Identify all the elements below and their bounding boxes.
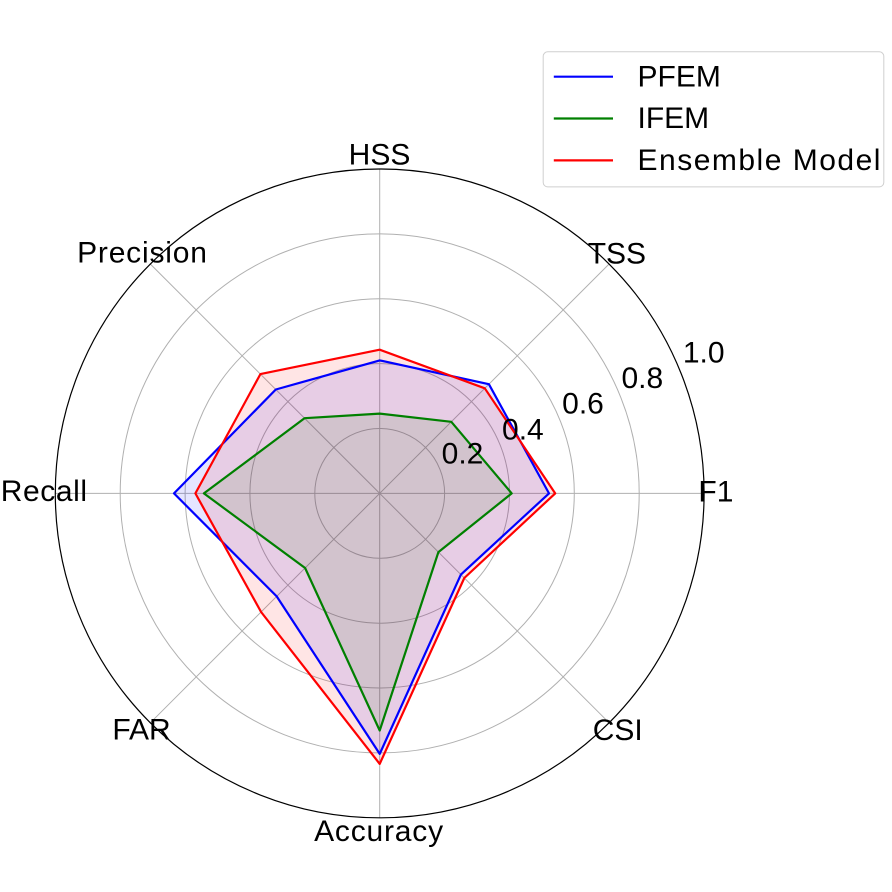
svg-text:0.6: 0.6 xyxy=(562,387,604,420)
svg-text:Recall: Recall xyxy=(1,475,88,508)
svg-text:0.2: 0.2 xyxy=(442,437,484,470)
svg-text:Accuracy: Accuracy xyxy=(314,815,444,848)
svg-text:F1: F1 xyxy=(698,475,733,508)
svg-text:CSI: CSI xyxy=(593,714,643,747)
svg-text:1.0: 1.0 xyxy=(683,337,725,370)
svg-text:Ensemble Model: Ensemble Model xyxy=(638,144,882,177)
svg-text:Precision: Precision xyxy=(77,237,208,270)
svg-text:FAR: FAR xyxy=(112,714,170,747)
svg-text:IFEM: IFEM xyxy=(638,102,710,135)
svg-text:HSS: HSS xyxy=(349,139,411,172)
svg-text:0.4: 0.4 xyxy=(502,413,544,446)
svg-text:PFEM: PFEM xyxy=(638,60,721,93)
svg-text:0.8: 0.8 xyxy=(621,362,663,395)
svg-text:TSS: TSS xyxy=(588,238,646,271)
